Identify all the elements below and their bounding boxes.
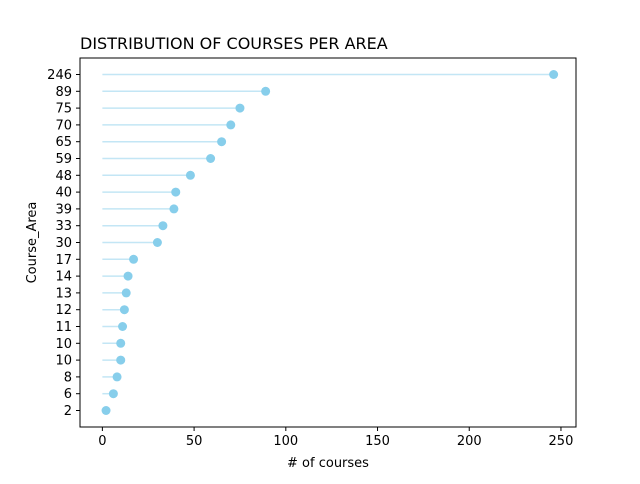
y-tick-label: 14	[55, 270, 72, 285]
lollipop-point	[129, 254, 139, 264]
x-tick-label: 150	[365, 434, 390, 449]
lollipop-point	[217, 137, 227, 147]
lollipop-point	[206, 154, 216, 163]
plot-area	[101, 70, 559, 415]
y-tick-label: 33	[55, 219, 72, 234]
lollipop-point	[152, 238, 162, 247]
y-tick-label: 30	[55, 236, 72, 251]
y-tick-label: 13	[55, 286, 72, 301]
x-axis-ticks: 0 50 100 150 200 250	[98, 427, 573, 449]
chart-title: DISTRIBUTION OF COURSES PER AREA	[80, 34, 388, 53]
y-tick-label: 11	[55, 320, 72, 335]
x-axis-label: # of courses	[287, 456, 369, 471]
lollipop-point	[112, 372, 122, 382]
lollipop-point	[116, 338, 126, 348]
y-tick-label: 10	[55, 337, 72, 352]
x-tick-label: 250	[549, 434, 574, 449]
x-tick-label: 50	[186, 434, 203, 449]
lollipop-point	[235, 103, 245, 113]
lollipop-point	[116, 355, 126, 365]
lollipop-point	[121, 288, 131, 298]
y-tick-label: 2	[64, 404, 72, 419]
y-tick-label: 246	[47, 68, 72, 83]
lollipop-point	[158, 221, 168, 231]
y-tick-label: 6	[64, 387, 72, 402]
lollipop-point	[123, 271, 133, 281]
y-tick-label: 89	[55, 85, 72, 100]
lollipop-point	[118, 322, 128, 331]
lollipop-point	[226, 120, 236, 130]
y-tick-label: 12	[55, 303, 72, 318]
y-tick-label: 59	[55, 152, 72, 167]
lollipop-point	[119, 305, 129, 315]
x-tick-label: 200	[457, 434, 482, 449]
y-tick-label: 10	[55, 354, 72, 369]
lollipop-point	[101, 406, 111, 415]
y-tick-label: 75	[55, 102, 72, 117]
lollipop-point	[171, 187, 181, 197]
lollipop-point	[549, 70, 559, 79]
x-tick-label: 0	[98, 434, 106, 449]
y-tick-label: 40	[55, 186, 72, 201]
lollipop-point	[185, 170, 195, 180]
lollipop-point	[169, 204, 179, 214]
x-tick-label: 100	[273, 434, 298, 449]
y-tick-label: 48	[55, 169, 72, 184]
y-tick-label: 70	[55, 118, 72, 133]
y-tick-label: 39	[55, 202, 72, 217]
lollipop-point	[108, 389, 118, 399]
lollipop-point	[261, 86, 271, 96]
y-axis-label: Course_Area	[25, 202, 40, 284]
y-tick-label: 17	[55, 253, 72, 268]
y-tick-label: 8	[64, 370, 72, 385]
y-tick-label: 65	[55, 135, 72, 150]
